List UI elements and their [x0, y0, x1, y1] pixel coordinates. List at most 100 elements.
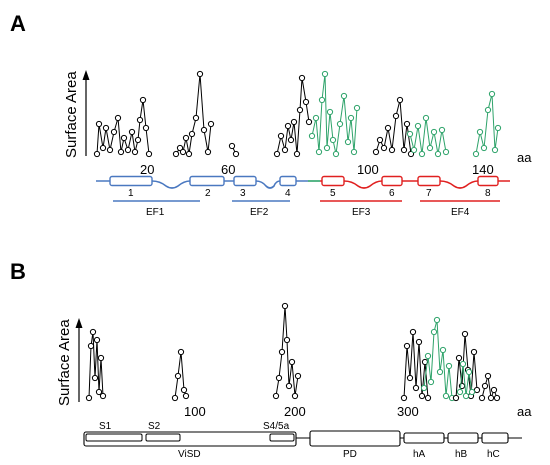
trace-a-seg4-point — [277, 132, 285, 140]
panel-a-tick-60: 60 — [221, 162, 235, 177]
trace-b-seg3-point — [278, 348, 286, 356]
trace-a-seg7-line — [409, 117, 447, 155]
trace-a-seg5-point — [318, 96, 326, 104]
trace-a-seg8-point — [491, 146, 499, 154]
trace-a-seg4-point — [273, 150, 281, 158]
trace-b-seg6-point — [455, 354, 463, 362]
trace-b-seg3-point — [291, 392, 299, 400]
trace-a-seg1-point — [131, 148, 139, 156]
trace-a-seg4-point — [305, 118, 313, 126]
s1-segment — [85, 433, 143, 442]
hb-label: hB — [455, 449, 468, 460]
trace-a-seg4-point — [284, 122, 292, 130]
helix-7 — [417, 175, 441, 187]
trace-b-seg6-point — [470, 348, 478, 356]
trace-a-seg2-point — [196, 70, 204, 78]
trace-a-seg7-point — [414, 122, 422, 130]
trace-a-seg6-line — [375, 99, 412, 155]
trace-b-seg5-point — [430, 328, 438, 336]
panel-b-trace — [85, 302, 501, 402]
trace-a-seg5-point — [312, 114, 320, 122]
trace-b-seg7-point — [459, 360, 467, 368]
trace-b-seg5-point — [420, 384, 428, 392]
trace-a-seg4-point — [296, 106, 304, 114]
trace-a-seg3-point — [228, 142, 236, 150]
trace-a-seg5-point — [321, 70, 329, 78]
helix-2 — [189, 175, 225, 187]
panel-a-label: A — [10, 11, 26, 36]
trace-b-seg6-point — [452, 394, 460, 402]
trace-b-seg2-point — [171, 394, 179, 402]
trace-b-seg3-point — [272, 392, 280, 400]
helix-6 — [381, 175, 403, 187]
trace-a-seg8-point — [484, 106, 492, 114]
trace-a-seg8-point — [488, 90, 496, 98]
trace-b-seg1-point — [93, 336, 101, 344]
trace-b-seg7-point — [468, 388, 476, 396]
trace-b-seg8-point — [493, 394, 501, 402]
trace-a-seg7-point — [434, 150, 442, 158]
trace-b-seg3-point — [275, 374, 283, 382]
trace-a-seg5-point — [336, 120, 344, 128]
trace-b-seg5-line — [423, 319, 453, 399]
trace-a-seg1-point — [124, 146, 132, 154]
helix-2-label: 2 — [205, 188, 211, 199]
trace-a-seg1-point — [134, 136, 142, 144]
trace-a-seg6-point — [400, 146, 408, 154]
trace-b-seg3-point — [281, 302, 289, 310]
trace-a-seg1-point — [120, 134, 128, 142]
panel-a-topology-n-lobe — [96, 180, 308, 189]
trace-a-seg6-point — [403, 120, 411, 128]
trace-a-seg5-point — [347, 114, 355, 122]
trace-a-seg6-point — [376, 136, 384, 144]
s45a-segment — [269, 433, 295, 442]
trace-b-seg4-point — [415, 338, 423, 346]
trace-a-seg7-point — [410, 146, 418, 154]
trace-a-seg2-point — [172, 150, 180, 158]
helix-8-label: 8 — [485, 188, 491, 199]
trace-a-seg2-line — [175, 73, 212, 155]
trace-b-seg5-point — [439, 346, 447, 354]
trace-b-seg1-point — [85, 394, 93, 402]
pd-label: PD — [343, 449, 357, 460]
ha-domain — [403, 432, 445, 444]
s45a-label: S4/5a — [263, 421, 290, 432]
trace-b-seg1-point — [91, 374, 99, 382]
helix-5 — [321, 175, 345, 187]
trace-a-seg5-point — [350, 148, 358, 156]
trace-a-seg4-point — [298, 74, 306, 82]
trace-a-seg5-point — [332, 150, 340, 158]
trace-b-seg3-point — [285, 382, 293, 390]
trace-a-seg2-point — [188, 130, 196, 138]
trace-a-seg5-point — [344, 138, 352, 146]
trace-a-seg1-point — [136, 116, 144, 124]
helix-1-label: 1 — [128, 188, 134, 199]
panel-b-y-arrowhead — [75, 318, 83, 328]
trace-b-seg8-point — [490, 386, 498, 394]
panel-a-trace — [93, 70, 502, 158]
trace-b-seg4-point — [409, 328, 417, 336]
trace-a-seg2-point — [192, 114, 200, 122]
helix-6-label: 6 — [389, 188, 395, 199]
trace-b-seg7-point — [456, 388, 464, 396]
panel-b-tick-200: 200 — [284, 404, 306, 419]
trace-a-seg1-point — [93, 150, 101, 158]
trace-a-seg1-point — [106, 146, 114, 154]
trace-a-seg5-point — [315, 148, 323, 156]
trace-a-seg7-point — [438, 126, 446, 134]
trace-b-seg3-point — [283, 336, 291, 344]
trace-a-seg1-point — [142, 124, 150, 132]
pd-domain — [309, 430, 401, 447]
trace-b-seg5-point — [424, 352, 432, 360]
trace-b-seg5-point — [427, 378, 435, 386]
trace-a-seg6-point — [384, 124, 392, 132]
trace-b-seg7-point — [462, 392, 470, 400]
trace-b-seg5-point — [436, 368, 444, 376]
trace-b-seg1-point — [95, 388, 103, 396]
trace-a-seg1-point — [117, 148, 125, 156]
hc-label: hC — [487, 449, 500, 460]
panel-b-label: B — [10, 259, 26, 284]
trace-a-seg6-point — [372, 148, 380, 156]
trace-a-seg6-point — [407, 150, 415, 158]
trace-a-seg2-point — [182, 134, 190, 142]
